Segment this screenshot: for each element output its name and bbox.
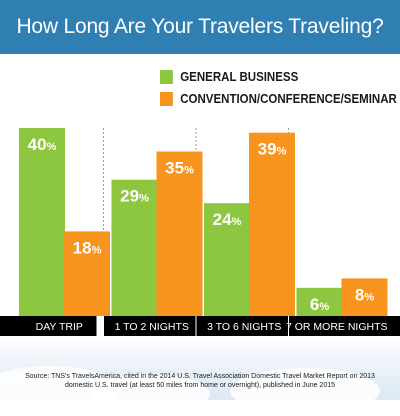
category-label: 1 TO 2 NIGHTS [115,321,189,333]
bar-convention-2 [249,133,295,316]
source-note: Source: TNS's TravelsAmerica, cited in t… [18,372,382,390]
category-label: DAY TRIP [36,321,83,333]
bar-general-business-0 [19,128,65,316]
category-label: 3 TO 6 NIGHTS [207,321,281,333]
category-label: 7 OR MORE NIGHTS [286,321,388,333]
